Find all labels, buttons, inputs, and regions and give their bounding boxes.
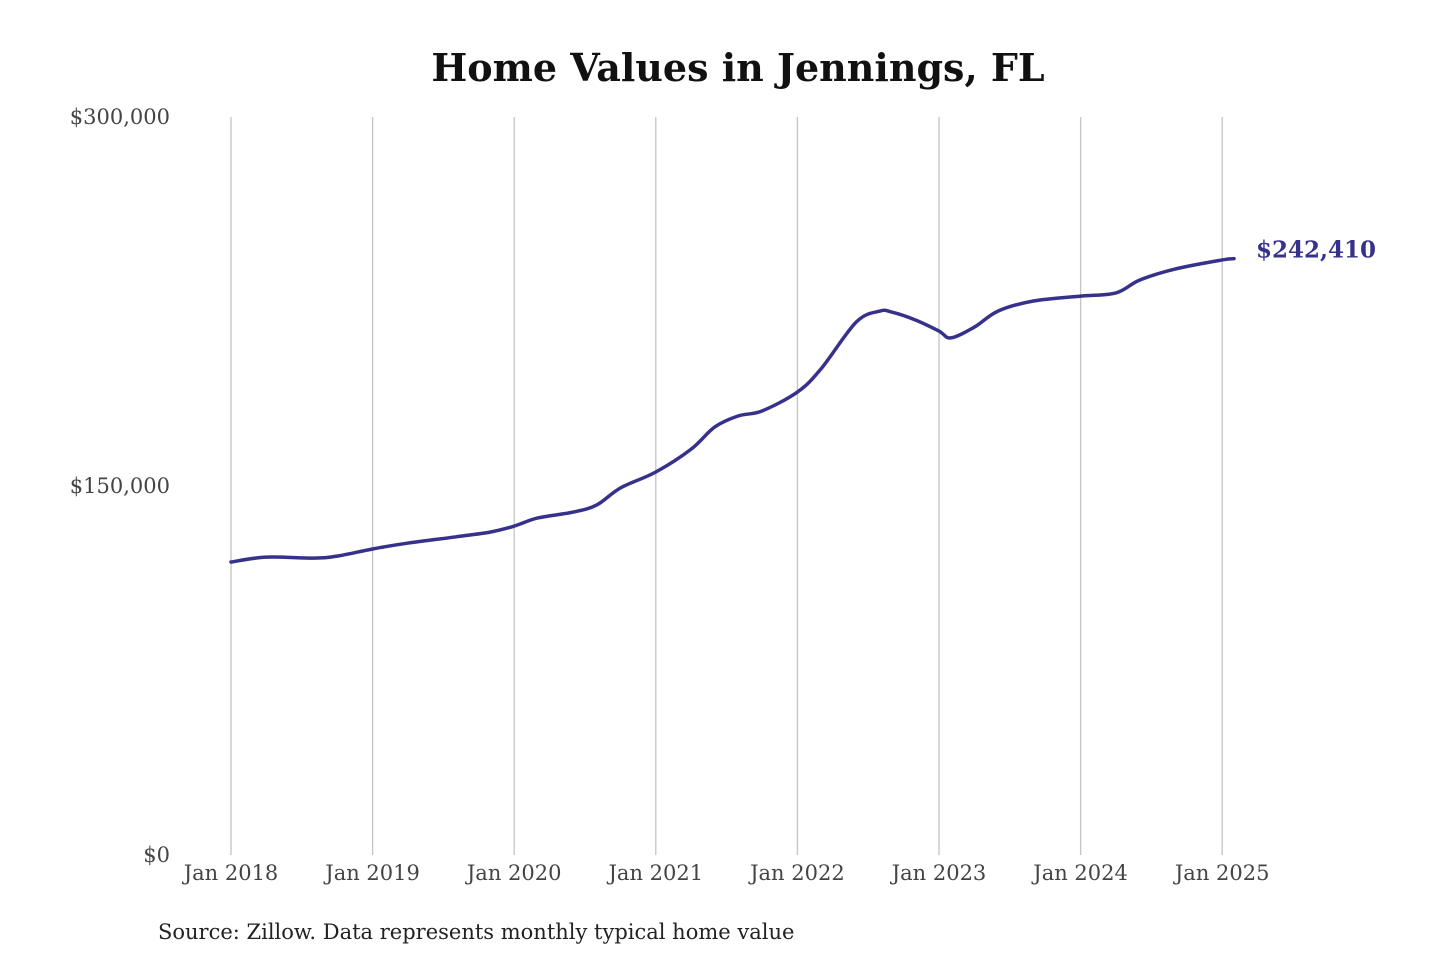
chart-title: Home Values in Jennings, FL: [431, 45, 1044, 90]
x-tick-label: Jan 2023: [890, 861, 987, 885]
x-tick-label: Jan 2022: [748, 861, 845, 885]
y-tick-label: $0: [143, 843, 170, 867]
x-tick-label: Jan 2019: [323, 861, 420, 885]
x-tick-label: Jan 2025: [1173, 861, 1270, 885]
source-note: Source: Zillow. Data represents monthly …: [158, 920, 794, 944]
x-tick-label: Jan 2020: [465, 861, 562, 885]
y-tick-label: $150,000: [70, 474, 170, 498]
x-tick-label: Jan 2024: [1031, 861, 1128, 885]
end-value-label: $242,410: [1256, 237, 1376, 264]
x-tick-label: Jan 2018: [182, 861, 279, 885]
series-line: [229, 256, 1236, 564]
x-tick-label: Jan 2021: [607, 861, 704, 885]
y-tick-label: $300,000: [70, 105, 170, 129]
